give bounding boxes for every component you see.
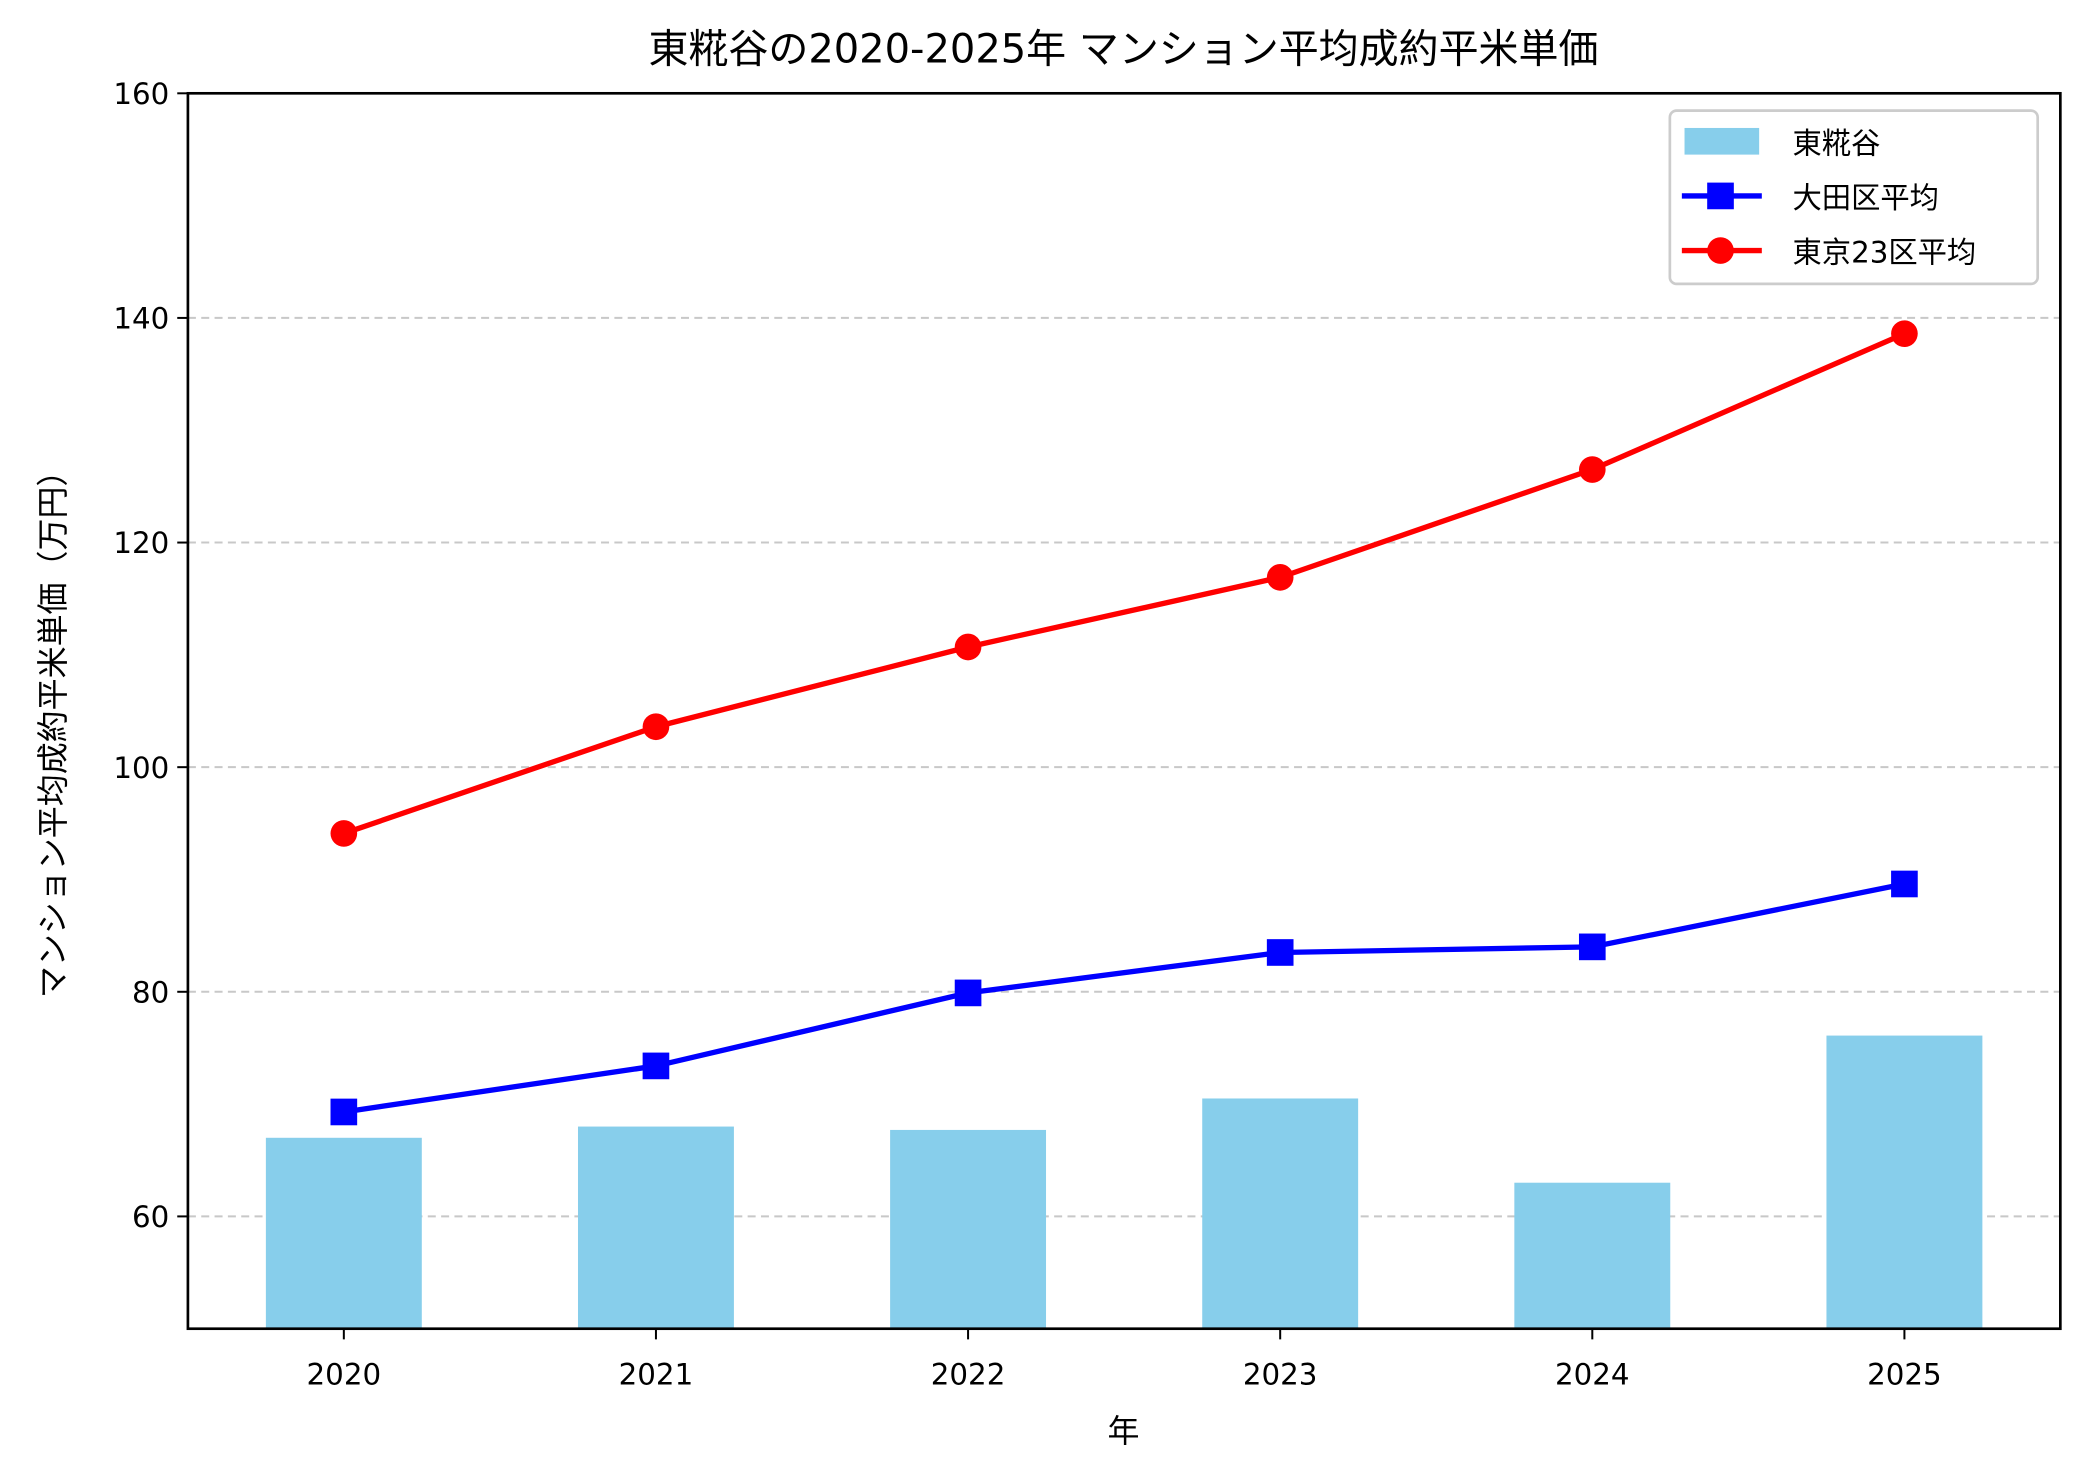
bar [890,1129,1047,1329]
data-point-square [954,979,982,1007]
bar [1202,1098,1359,1329]
legend-swatch-bar [1684,127,1760,155]
y-tick-label: 120 [113,526,169,560]
y-tick-label: 140 [113,302,169,336]
bar [265,1137,422,1329]
y-tick-label: 160 [113,77,169,111]
bar [1514,1182,1671,1329]
y-axis-label: マンション平均成約平米単価（万円） [34,455,72,998]
data-point-circle [1891,320,1918,347]
x-axis-label: 年 [1107,1412,1139,1450]
data-point-circle [330,820,358,847]
x-tick-label: 2020 [307,1358,382,1392]
data-point-square [1578,933,1606,961]
x-tick-label: 2022 [931,1358,1006,1392]
legend-marker-square [1707,182,1734,210]
data-point-circle [642,713,670,741]
y-tick-label: 60 [132,1200,169,1234]
data-point-square [1891,870,1918,898]
data-point-circle [1578,456,1606,483]
legend-marker-circle [1707,237,1734,264]
x-tick-label: 2024 [1555,1358,1630,1392]
y-tick-label: 80 [132,975,169,1009]
x-tick-label: 2021 [619,1358,694,1392]
legend-label: 大田区平均 [1792,181,1938,215]
y-tick-label: 100 [113,751,169,785]
bar [1826,1035,1983,1329]
chart-title: 東糀谷の2020-2025年 マンション平均成約平米単価 [648,27,1598,73]
x-tick-label: 2025 [1867,1358,1942,1392]
legend-label: 東京23区平均 [1792,236,1976,270]
plot-frame [186,91,2062,1331]
data-point-circle [954,633,982,661]
data-point-square [642,1052,670,1080]
x-tick-label: 2023 [1243,1358,1318,1392]
data-point-square [1266,939,1294,966]
data-point-square [330,1098,358,1126]
bar [577,1126,734,1329]
legend-label: 東糀谷 [1792,126,1880,160]
legend: 東糀谷 大田区平均 東京23区平均 [1668,109,2040,286]
series-line [343,881,1905,1115]
series-line [342,331,1906,836]
data-point-circle [1266,564,1294,591]
